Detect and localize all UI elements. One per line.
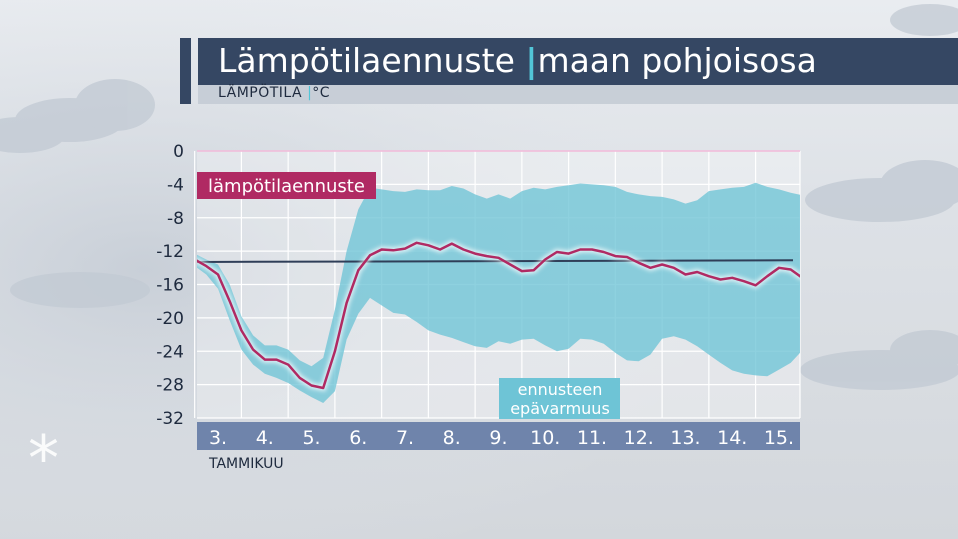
plot-series-group (197, 182, 800, 403)
x-tick-label: 3. (209, 427, 227, 449)
forecast-legend-box (197, 172, 376, 199)
subtitle-bar (198, 85, 958, 104)
title-main: Lämpötilaennuste (218, 41, 515, 80)
y-tick-label: -20 (156, 309, 184, 329)
y-tick-label: -28 (156, 376, 184, 396)
x-axis-label: TAMMIKUU (209, 456, 284, 472)
title-accent-stub (180, 38, 191, 104)
title-region: maan pohjoisosa (537, 41, 817, 80)
subtitle-quantity: LÄMPÖTILA (218, 85, 303, 101)
y-tick-label: -16 (156, 276, 184, 296)
x-tick-label: 9. (489, 427, 507, 449)
x-tick-label: 8. (443, 427, 461, 449)
x-tick-label: 10. (530, 427, 560, 449)
x-tick-label: 7. (396, 427, 414, 449)
y-tick-label: -4 (167, 175, 184, 195)
subtitle: LÄMPÖTILA |°C (218, 85, 330, 101)
y-tick-label: -24 (156, 342, 184, 362)
uncertainty-legend-label-1: ennusteen (518, 380, 603, 399)
x-tick-label: 12. (624, 427, 654, 449)
y-tick-label: -12 (156, 242, 184, 262)
x-tick-label: 14. (717, 427, 747, 449)
x-tick-label: 11. (577, 427, 607, 449)
x-axis-bar (197, 422, 800, 450)
uncertainty-legend-box (499, 378, 620, 419)
y-tick-label: 0 (173, 142, 184, 162)
x-tick-label: 5. (302, 427, 320, 449)
title-separator: | (525, 41, 538, 80)
x-tick-label: 6. (349, 427, 367, 449)
subtitle-separator: | (307, 85, 313, 101)
series-line-forecast (197, 241, 800, 390)
y-tick-label: -32 (156, 409, 184, 429)
uncertainty-legend-label-2: epävarmuus (510, 399, 610, 418)
snowflake-icon: * (28, 422, 59, 495)
uncertainty-band (197, 182, 800, 403)
subtitle-unit: °C (312, 85, 331, 101)
y-tick-label: -8 (167, 209, 184, 229)
forecast-legend-label: lämpötilaennuste (208, 176, 365, 197)
x-tick-label: 13. (670, 427, 700, 449)
page-title: Lämpötilaennuste |maan pohjoisosa (218, 41, 817, 80)
x-tick-label: 15. (764, 427, 794, 449)
title-bar (198, 38, 958, 85)
x-tick-label: 4. (256, 427, 274, 449)
series-line-average (197, 259, 793, 263)
